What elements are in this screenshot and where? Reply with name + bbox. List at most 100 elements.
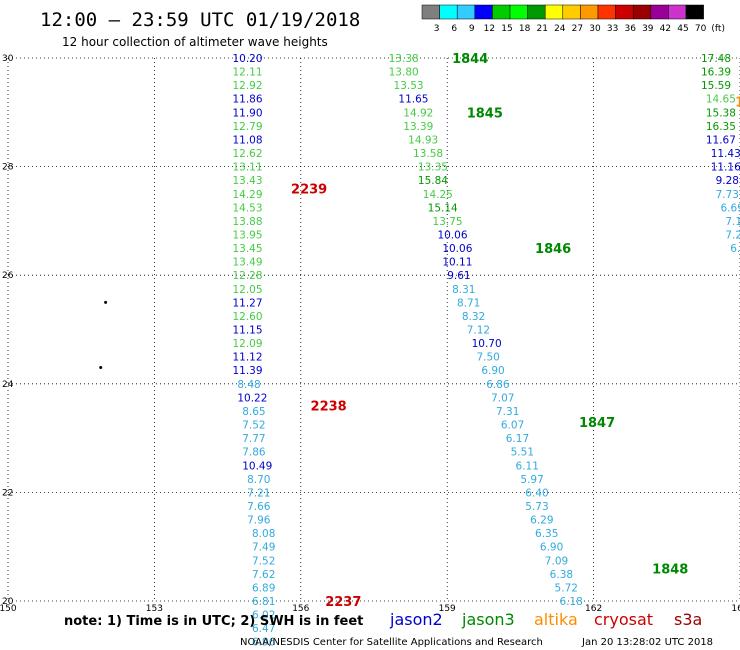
wave-height-point: 12.60 — [232, 311, 262, 323]
wave-height-point: 7.96 — [247, 515, 271, 527]
color-scale-tick: 9 — [469, 24, 475, 34]
x-tick-label: 165 — [731, 604, 740, 614]
x-tick-label: 156 — [292, 604, 309, 614]
wave-height-point: 7.77 — [242, 433, 265, 445]
track-time-label: 184 — [735, 95, 740, 110]
x-tick-label: 153 — [146, 604, 163, 614]
wave-height-point: 12.11 — [232, 67, 262, 79]
wave-height-point: 11.16 — [711, 162, 740, 174]
color-scale-swatch — [456, 4, 476, 20]
y-tick-label: 22 — [2, 488, 13, 498]
chart-subtitle: 12 hour collection of altimeter wave hei… — [62, 35, 328, 49]
track-time-label: 2238 — [311, 400, 347, 415]
color-scale-tick: 27 — [572, 24, 583, 34]
color-scale-swatch — [544, 4, 564, 20]
track-time-label: 1848 — [652, 562, 688, 577]
wave-height-point: 7.66 — [247, 501, 271, 513]
timestamp-text: Jan 20 13:28:02 UTC 2018 — [581, 637, 713, 648]
plot-area: 150 153 156 159 162 165 30 28 26 24 22 20 10.20 12.11… — [0, 52, 740, 649]
wave-height-point: 6.89 — [252, 582, 275, 594]
wave-height-point: 7.09 — [545, 555, 568, 567]
wave-height-point: 16.35 — [706, 121, 736, 133]
wave-height-point: 13.49 — [232, 257, 262, 269]
color-scale-swatch — [439, 4, 458, 20]
color-scale-tick: 6 — [451, 24, 457, 34]
satellite-legend-cryosat: cryosat — [594, 610, 653, 629]
wave-height-point: 6.96 — [252, 637, 276, 649]
wave-height-point: 7.21 — [247, 487, 270, 499]
marker-dot — [104, 300, 108, 304]
wave-height-point: 11.27 — [232, 297, 262, 309]
wave-height-point: 11.08 — [232, 134, 262, 146]
wave-height-point: 6.23 — [730, 243, 740, 255]
color-scale-swatch — [615, 4, 634, 20]
color-scale-tick: 18 — [519, 24, 531, 34]
wave-height-point: 6.40 — [525, 487, 548, 499]
satellite-legend: jason2 jason3 altika cryosat s3a — [389, 610, 702, 629]
wave-height-point: 11.90 — [232, 107, 262, 119]
wave-height-point: 16.39 — [701, 67, 731, 79]
color-scale-swatch — [632, 4, 652, 20]
wave-height-point: 6.86 — [486, 379, 510, 391]
y-tick-label: 30 — [2, 54, 14, 64]
wave-height-point: 13.58 — [413, 148, 443, 160]
credit-text: NOAA/NESDIS Center for Satellite Applica… — [240, 637, 543, 648]
track-time-label: 2239 — [291, 182, 327, 197]
wave-height-point: 11.86 — [232, 94, 262, 106]
wave-height-point: 6.38 — [550, 569, 573, 581]
wave-height-point: 15.38 — [706, 107, 736, 119]
wave-height-point: 14.65 — [706, 94, 736, 106]
wave-height-point: 8.71 — [457, 297, 480, 309]
wave-height-point: 11.43 — [711, 148, 740, 160]
wave-height-point: 6.02 — [252, 610, 275, 622]
wave-height-point: 10.06 — [442, 243, 472, 255]
color-scale-tick: 21 — [536, 24, 547, 34]
wave-height-point: 6.11 — [516, 460, 539, 472]
wave-height-point: 10.49 — [242, 460, 272, 472]
wave-height-point: 5.51 — [511, 447, 534, 459]
wave-height-point: 13.43 — [232, 175, 262, 187]
wave-height-point: 8.32 — [462, 311, 485, 323]
wave-height-point: 12.62 — [232, 148, 262, 160]
wave-height-point: 6.17 — [506, 433, 529, 445]
color-scale-legend: 3 6 9 12 15 18 21 24 27 30 33 36 39 42 45 70 (ft) — [421, 4, 725, 34]
wave-height-point: 7.62 — [252, 569, 275, 581]
color-scale-swatch — [509, 4, 528, 20]
wave-height-point: 12.28 — [232, 270, 262, 282]
wave-height-point: 13.53 — [394, 80, 424, 92]
wave-height-point: 6.35 — [535, 528, 558, 540]
wave-height-point: 13.75 — [433, 216, 463, 228]
wave-height-point: 12.92 — [232, 80, 262, 92]
track-time-label: 1844 — [452, 52, 488, 67]
wave-height-point: 5.72 — [555, 582, 578, 594]
wave-height-point: 5.97 — [520, 474, 543, 486]
track-time-label: 1846 — [535, 242, 571, 257]
wave-height-point: 14.93 — [408, 134, 438, 146]
y-tick-label: 24 — [2, 380, 14, 390]
wave-height-point: 13.35 — [418, 162, 448, 174]
wave-height-point: 7.86 — [242, 447, 266, 459]
wave-height-point: 7.31 — [496, 406, 519, 418]
wave-height-point: 14.92 — [403, 107, 433, 119]
track-time-label: 1845 — [467, 106, 503, 121]
color-scale-tick: 36 — [624, 24, 636, 34]
wave-height-point: 6.29 — [530, 515, 553, 527]
color-scale-swatch — [562, 4, 581, 20]
color-scale-tick: 70 — [695, 24, 707, 34]
wave-height-point: 13.95 — [232, 229, 262, 241]
wave-height-point: 15.59 — [701, 80, 731, 92]
wave-height-point: 11.39 — [232, 365, 262, 377]
wave-height-point: 7.49 — [252, 542, 275, 554]
color-scale-swatch — [668, 4, 687, 20]
color-scale-tick: 33 — [607, 24, 618, 34]
color-scale-swatch — [421, 4, 440, 20]
wave-height-point: 10.22 — [237, 392, 267, 404]
wave-height-point: 6.07 — [501, 420, 524, 432]
color-scale-tick: 24 — [554, 24, 566, 34]
wave-height-point: 13.39 — [403, 121, 433, 133]
wave-height-point: 15.84 — [418, 175, 448, 187]
color-scale-swatch — [492, 4, 511, 20]
wave-height-point: 11.15 — [232, 325, 262, 337]
color-scale-tick: 42 — [660, 24, 671, 34]
